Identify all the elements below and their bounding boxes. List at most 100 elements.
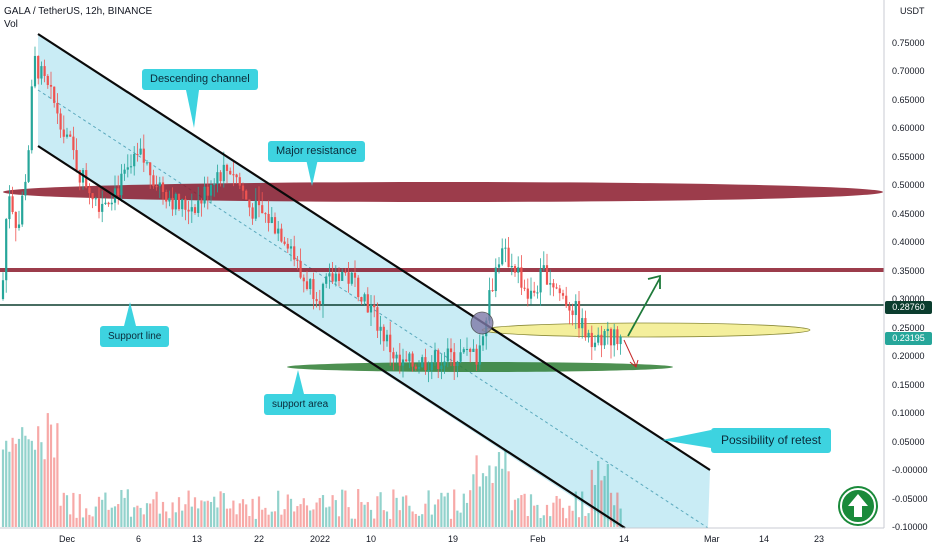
candle-body bbox=[289, 246, 293, 249]
volume-bar bbox=[75, 517, 78, 527]
descending-channel-callout: Descending channel bbox=[142, 69, 258, 90]
volume-bar bbox=[149, 503, 152, 527]
volume-bar bbox=[197, 508, 200, 527]
volume-bar bbox=[286, 494, 289, 527]
volume-bar bbox=[248, 516, 251, 527]
candle-body bbox=[62, 129, 65, 137]
candle-body bbox=[277, 228, 280, 234]
volume-bar bbox=[513, 499, 517, 527]
candle-body bbox=[453, 352, 456, 367]
volume-bar bbox=[552, 502, 555, 527]
y-tick-label: -0.10000 bbox=[892, 522, 928, 532]
volume-bar bbox=[558, 498, 561, 527]
candle-body bbox=[389, 334, 392, 353]
volume-bar bbox=[305, 505, 309, 527]
volume-bar bbox=[568, 505, 571, 527]
candle-body bbox=[539, 268, 542, 293]
volume-bar bbox=[462, 493, 465, 527]
volume-bar bbox=[133, 507, 136, 527]
candle-body bbox=[72, 136, 75, 151]
volume-bar bbox=[187, 490, 190, 527]
candle-body bbox=[27, 150, 30, 182]
volume-bar bbox=[389, 518, 392, 527]
y-tick-label: 0.25000 bbox=[892, 322, 925, 333]
volume-bar bbox=[453, 489, 456, 527]
candle-body bbox=[321, 283, 325, 305]
candle-body bbox=[254, 200, 257, 219]
candle-body bbox=[270, 217, 273, 223]
major-resistance-callout: Major resistance bbox=[268, 141, 365, 162]
candle-body bbox=[350, 272, 353, 284]
volume-bar bbox=[494, 466, 497, 527]
volume-bar bbox=[325, 507, 328, 527]
candle-body bbox=[341, 271, 344, 281]
arrow-up-circle-icon[interactable] bbox=[838, 486, 878, 526]
volume-bar bbox=[139, 507, 142, 527]
candle-body bbox=[408, 353, 411, 362]
candle-body bbox=[504, 247, 507, 249]
candle-body bbox=[152, 175, 155, 187]
volume-bar bbox=[571, 510, 574, 527]
volume-bar bbox=[225, 508, 229, 527]
volume-bar bbox=[609, 492, 613, 527]
candle-body bbox=[597, 334, 600, 343]
candle-body bbox=[414, 366, 417, 369]
x-tick-label: 6 bbox=[136, 534, 142, 544]
candle-body bbox=[606, 328, 609, 332]
x-tick-label: 13 bbox=[192, 534, 203, 544]
volume-bar bbox=[475, 455, 478, 527]
y-tick-label: 0.30000 bbox=[892, 294, 925, 304]
volume-bar bbox=[577, 517, 581, 527]
volume-bar bbox=[21, 427, 24, 527]
volume-bar bbox=[126, 489, 129, 527]
volume-bar bbox=[603, 475, 606, 527]
volume-bar bbox=[360, 502, 363, 527]
candle-body bbox=[91, 193, 94, 200]
volume-bar bbox=[123, 497, 126, 527]
volume-bar bbox=[209, 501, 213, 527]
volume-bar bbox=[504, 450, 507, 527]
candle-body bbox=[366, 294, 369, 313]
candle-body bbox=[97, 198, 101, 212]
candle-body bbox=[110, 202, 113, 205]
volume-bar bbox=[49, 424, 53, 527]
candle-body bbox=[357, 277, 360, 298]
volume-bar bbox=[520, 495, 523, 527]
candle-body bbox=[536, 292, 539, 294]
candle-body bbox=[203, 186, 206, 204]
candle-body bbox=[568, 305, 571, 311]
candle-body bbox=[513, 266, 517, 273]
volume-bar bbox=[43, 459, 46, 527]
candle-body bbox=[437, 350, 440, 369]
candle-body bbox=[491, 290, 494, 292]
volume-bar bbox=[549, 516, 552, 527]
volume-bar bbox=[379, 492, 382, 527]
candle-body bbox=[353, 272, 357, 278]
volume-bar bbox=[283, 509, 286, 527]
candle-body bbox=[94, 198, 97, 200]
y-tick-label: 0.65000 bbox=[892, 94, 925, 105]
volume-bar bbox=[337, 516, 341, 527]
x-tick-label: 14 bbox=[619, 534, 630, 544]
volume-bar bbox=[69, 514, 72, 527]
y-tick-label: 0.35000 bbox=[892, 265, 925, 276]
volume-bar bbox=[200, 500, 203, 527]
volume-bar bbox=[421, 514, 424, 527]
up-arrow-head bbox=[647, 274, 661, 289]
x-tick-label: Mar bbox=[704, 534, 720, 544]
volume-bar bbox=[321, 495, 325, 527]
volume-bar bbox=[219, 491, 222, 527]
support-line-callout: Support line bbox=[100, 326, 170, 347]
volume-bar bbox=[353, 518, 357, 527]
volume-bar bbox=[229, 508, 232, 527]
candle-body bbox=[149, 162, 152, 176]
candle-body bbox=[478, 345, 481, 365]
candle-body bbox=[558, 288, 561, 294]
volume-bar bbox=[619, 508, 622, 527]
volume-bar bbox=[117, 504, 120, 527]
candle-body bbox=[344, 271, 347, 273]
volume-bar bbox=[443, 496, 446, 527]
volume-label: Vol bbox=[4, 19, 18, 30]
retest-pointer bbox=[662, 430, 711, 448]
